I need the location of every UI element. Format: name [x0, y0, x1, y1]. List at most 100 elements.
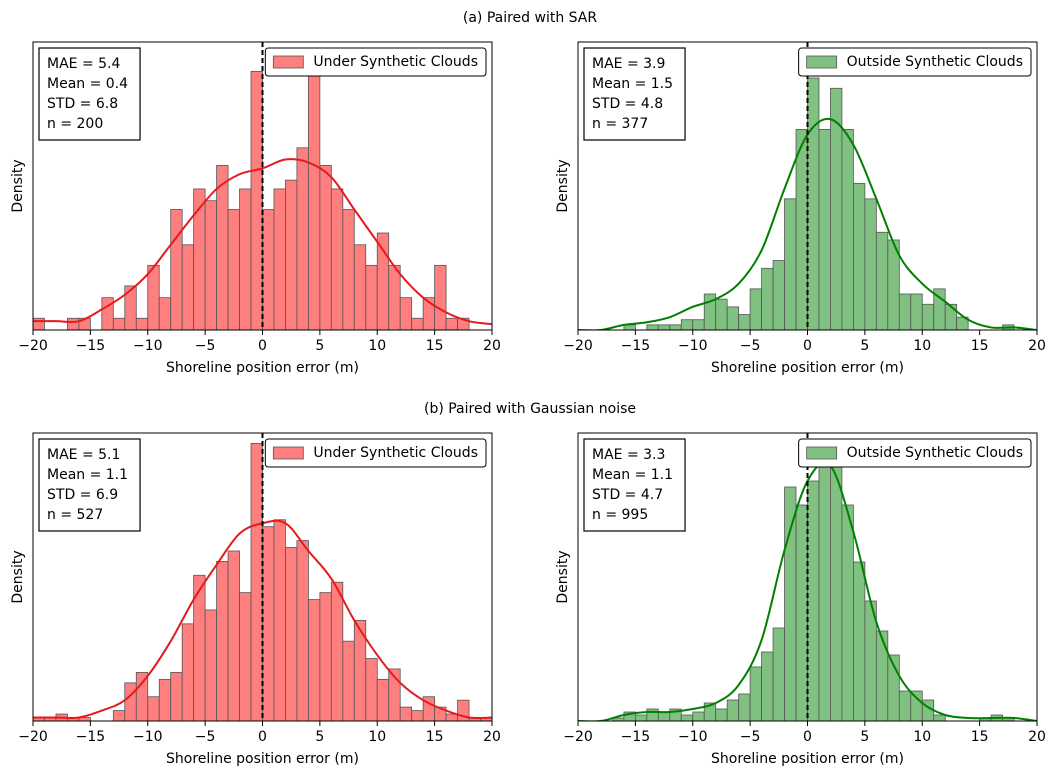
legend-swatch: [806, 446, 838, 460]
stats-text: STD = 4.7: [592, 487, 663, 503]
legend-box: [798, 47, 1032, 77]
stats-text: n = 527: [47, 507, 103, 523]
stats-text: Mean = 1.5: [592, 76, 673, 92]
histogram-bar: [250, 70, 263, 330]
histogram-bar: [273, 188, 286, 330]
histogram-bar: [749, 288, 763, 330]
x-tick-label: −5: [740, 729, 761, 745]
histogram-bar: [216, 165, 229, 330]
stats-text: STD = 6.9: [47, 487, 118, 503]
x-tick-label: −10: [678, 338, 708, 354]
histogram-bar: [319, 165, 332, 330]
histogram-bar: [135, 672, 149, 721]
x-tick-label: −15: [76, 338, 106, 354]
histogram-bar: [910, 293, 923, 330]
x-tick-label: 10: [368, 729, 386, 745]
histogram-bar: [216, 560, 229, 721]
stats-text: Mean = 1.1: [592, 467, 673, 483]
histogram-bar: [239, 592, 252, 721]
x-tick-label: 5: [860, 338, 869, 354]
histogram-bar: [307, 599, 321, 721]
histogram-bar: [761, 651, 774, 721]
histogram-bar: [273, 519, 286, 721]
x-tick-label: 10: [368, 338, 386, 354]
legend: Outside Synthetic Clouds: [798, 438, 1032, 468]
chart-panel: −20 −15 −10 −5 0 5 10 15 20 Shoreline position er…: [10, 432, 501, 767]
y-axis-label: Density: [555, 550, 571, 603]
x-tick-label: −20: [18, 338, 48, 354]
histogram-bar: [910, 690, 923, 721]
y-axis-label: Density: [10, 550, 26, 603]
histogram-bar: [112, 317, 126, 330]
histogram-bar: [67, 317, 80, 330]
histogram-bar: [841, 129, 854, 330]
histogram-bar: [193, 188, 206, 330]
x-tick-label: 0: [803, 338, 812, 354]
stats-box: [38, 438, 141, 532]
histogram-bar: [147, 696, 160, 721]
x-tick-label: −5: [195, 729, 216, 745]
histogram-bar: [319, 592, 332, 721]
histogram-bar: [749, 666, 763, 721]
histogram-bar: [646, 708, 659, 721]
histogram-bar: [634, 714, 648, 721]
stats-text: n = 377: [592, 116, 648, 132]
histogram-bar: [864, 198, 877, 330]
x-tick-label: −15: [621, 338, 651, 354]
x-tick-label: 0: [803, 729, 812, 745]
x-axis-label: Shoreline position error (m): [711, 751, 904, 767]
histogram-bar: [657, 711, 671, 721]
histogram-bar: [944, 303, 958, 330]
stats-text: Mean = 0.4: [47, 76, 128, 92]
histogram-bar: [457, 699, 470, 721]
plot-area: [578, 42, 1037, 330]
x-tick-label: 15: [426, 729, 444, 745]
plot-area: [33, 433, 492, 721]
x-tick-label: 10: [913, 729, 931, 745]
histogram-bar: [376, 232, 390, 330]
plot-area: [578, 433, 1037, 721]
histogram-bar: [795, 504, 808, 721]
histogram-bar: [623, 324, 636, 330]
histogram-bar: [285, 547, 298, 721]
histogram-bar: [807, 77, 820, 330]
histogram-bar: [227, 209, 240, 330]
x-tick-label: 5: [315, 338, 324, 354]
x-tick-label: 10: [913, 338, 931, 354]
histogram-bar: [204, 609, 218, 721]
histogram-bar: [726, 306, 740, 330]
chart-panel: −20 −15 −10 −5 0 5 10 15 20 Shoreline position er…: [555, 41, 1046, 376]
histogram-bar: [898, 690, 912, 721]
stats-text: Mean = 1.1: [47, 467, 128, 483]
histogram-bar: [158, 297, 172, 330]
histogram-bar: [170, 672, 183, 721]
x-tick-label: −10: [678, 729, 708, 745]
stats-text: n = 995: [592, 507, 648, 523]
stats-box: [38, 47, 141, 141]
histogram-bar: [181, 623, 195, 721]
histogram-bar: [795, 129, 808, 330]
x-tick-label: −20: [563, 729, 593, 745]
y-axis-label: Density: [10, 159, 26, 212]
histogram-bar: [181, 244, 195, 330]
histogram-bar: [376, 678, 390, 721]
histogram-bar: [135, 317, 149, 330]
x-tick-label: 15: [971, 729, 989, 745]
legend: Outside Synthetic Clouds: [798, 47, 1032, 77]
histogram-bar: [715, 298, 728, 330]
histogram-bar: [933, 714, 946, 721]
histogram-bar: [124, 682, 137, 721]
stats-text: MAE = 3.3: [592, 447, 665, 463]
legend-swatch: [272, 55, 304, 69]
histogram-bar: [411, 710, 424, 721]
histogram-bar: [411, 317, 424, 330]
x-tick-label: 0: [258, 729, 267, 745]
histogram-bar: [33, 317, 45, 330]
x-tick-label: −10: [133, 729, 163, 745]
histogram-bar: [296, 540, 309, 721]
histogram-bar: [680, 319, 694, 330]
histogram-bar: [262, 526, 275, 721]
histogram-bar: [445, 317, 458, 330]
x-tick-label: −15: [76, 729, 106, 745]
stats-text: MAE = 5.4: [47, 56, 120, 72]
